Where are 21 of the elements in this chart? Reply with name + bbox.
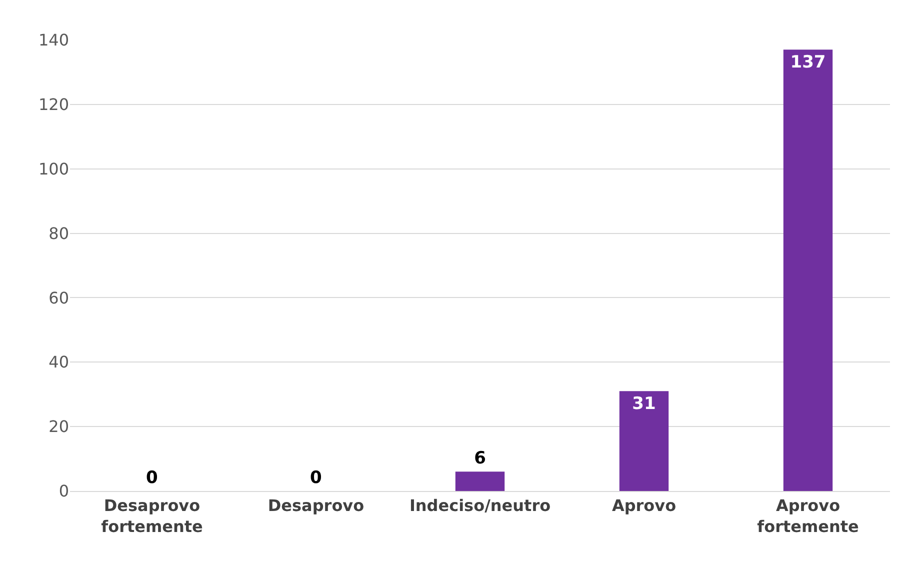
data-label: 0: [310, 468, 322, 488]
x-tick-label: Desaprovo fortemente: [101, 496, 204, 536]
bar: [455, 472, 505, 491]
x-tick-label: Aprovo: [612, 496, 676, 516]
y-tick-label: 20: [48, 417, 69, 436]
x-tick-label: Aprovo fortemente: [757, 496, 860, 536]
y-tick-label: 0: [58, 482, 69, 501]
y-tick-label: 40: [48, 352, 69, 372]
y-tick-label: 120: [38, 95, 69, 114]
data-label: 6: [474, 448, 486, 469]
y-tick-label: 100: [38, 159, 69, 178]
y-tick-label: 140: [38, 30, 69, 50]
bar: [619, 391, 669, 491]
data-label: 0: [146, 468, 158, 488]
y-tick-label: 80: [48, 224, 69, 243]
data-label: 31: [632, 394, 656, 414]
y-tick-label: 60: [48, 288, 69, 308]
x-tick-label: Indeciso/neutro: [409, 496, 551, 516]
data-label: 137: [790, 52, 826, 73]
x-tick-label: Desaprovo: [268, 496, 364, 516]
bar: [783, 50, 833, 491]
